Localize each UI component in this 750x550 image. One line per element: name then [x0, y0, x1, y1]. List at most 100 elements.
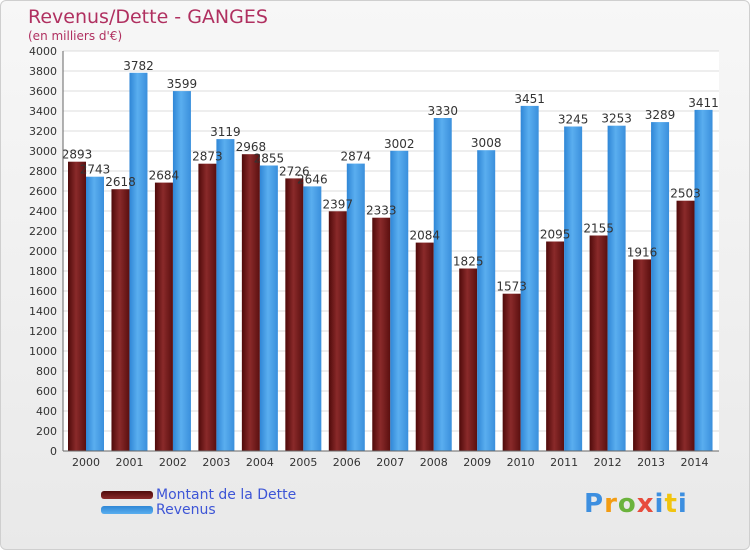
revenue-value-label: 3411 [688, 96, 719, 110]
x-tick-label: 2011 [550, 456, 578, 469]
revenue-bar [346, 163, 365, 451]
legend-swatch-debt [101, 490, 153, 499]
x-tick-label: 2008 [420, 456, 448, 469]
debt-bar [502, 293, 521, 451]
revenue-value-label: 3289 [645, 108, 676, 122]
debt-value-label: 1825 [453, 255, 484, 269]
debt-bar [241, 154, 260, 451]
debt-value-label: 2333 [366, 204, 397, 218]
revenue-bar [172, 91, 191, 451]
x-tick-label: 2012 [594, 456, 622, 469]
debt-value-label: 2684 [149, 169, 180, 183]
revenue-value-label: 2855 [254, 152, 285, 166]
y-tick-label: 3600 [29, 85, 57, 98]
debt-value-label: 2873 [192, 150, 223, 164]
x-tick-label: 2001 [115, 456, 143, 469]
revenue-bar [390, 150, 409, 452]
y-tick-label: 2400 [29, 205, 57, 218]
chart-title: Revenus/Dette - GANGES [28, 6, 268, 28]
debt-bar [154, 182, 173, 451]
legend-item-debt: Montant de la Dette [101, 486, 297, 503]
x-tick-label: 2002 [159, 456, 187, 469]
debt-value-label: 2893 [62, 148, 93, 162]
y-tick-label: 3200 [29, 125, 57, 138]
x-tick-label: 2009 [463, 456, 491, 469]
y-tick-label: 800 [36, 365, 57, 378]
x-tick-label: 2010 [507, 456, 535, 469]
debt-bar [633, 259, 652, 451]
legend-label-debt: Montant de la Dette [156, 486, 297, 503]
revenue-bar [216, 139, 235, 451]
revenue-bar [303, 186, 322, 451]
x-tick-label: 2013 [637, 456, 665, 469]
debt-value-label: 2095 [540, 228, 571, 242]
revenue-value-label: 3253 [601, 112, 632, 126]
y-tick-label: 3400 [29, 105, 57, 118]
x-tick-label: 2007 [376, 456, 404, 469]
revenue-value-label: 3330 [427, 104, 458, 118]
revenue-bar [129, 72, 148, 452]
y-tick-label: 4000 [29, 45, 57, 58]
y-tick-label: 1400 [29, 305, 57, 318]
legend-item-revenue: Revenus [101, 501, 296, 518]
debt-value-label: 1573 [496, 280, 527, 294]
debt-bar [285, 178, 304, 451]
debt-value-label: 1916 [627, 245, 658, 259]
x-tick-label: 2014 [681, 456, 709, 469]
revenue-value-label: 3119 [210, 125, 241, 139]
debt-value-label: 2968 [236, 140, 267, 154]
y-tick-label: 3800 [29, 65, 57, 78]
x-tick-label: 2003 [202, 456, 230, 469]
y-tick-label: 1600 [29, 285, 57, 298]
y-tick-label: 1800 [29, 265, 57, 278]
revenue-value-label: 2743 [80, 163, 111, 177]
y-tick-label: 3000 [29, 145, 57, 158]
debt-value-label: 2726 [279, 164, 310, 178]
chart-subtitle: (en milliers d'€) [28, 29, 123, 43]
debt-value-label: 2503 [670, 187, 701, 201]
debt-value-label: 2084 [409, 229, 440, 243]
y-tick-label: 0 [50, 445, 57, 458]
revenue-value-label: 2874 [341, 150, 372, 164]
y-tick-label: 2800 [29, 165, 57, 178]
revenue-value-label: 3008 [471, 136, 502, 150]
x-tick-label: 2004 [246, 456, 274, 469]
debt-bar [415, 242, 434, 451]
y-tick-label: 200 [36, 425, 57, 438]
proxiti-logo: Proxiti [584, 489, 688, 519]
revenue-bar [86, 176, 104, 451]
revenue-bar [564, 126, 583, 451]
legend-label-revenue: Revenus [156, 501, 216, 518]
debt-bar [328, 211, 347, 451]
revenue-bar [694, 109, 713, 452]
debt-value-label: 2155 [583, 222, 614, 236]
debt-bar [372, 217, 391, 451]
y-tick-label: 600 [36, 385, 57, 398]
chart-legend: Montant de la Dette Revenus [101, 486, 297, 518]
revenue-bar [433, 118, 452, 451]
revenue-value-label: 3782 [123, 59, 154, 73]
revenue-value-label: 2646 [297, 172, 328, 186]
y-tick-label: 1200 [29, 325, 57, 338]
debt-bar [589, 235, 608, 451]
revenue-value-label: 3002 [384, 137, 415, 151]
y-tick-label: 1000 [29, 345, 57, 358]
debt-bar [198, 163, 217, 451]
revenue-value-label: 3599 [167, 77, 198, 91]
debt-bar [676, 200, 695, 451]
y-tick-label: 2000 [29, 245, 57, 258]
revenue-bar [607, 125, 626, 451]
debt-bar [459, 268, 478, 451]
debt-value-label: 2397 [323, 197, 354, 211]
x-tick-label: 2006 [333, 456, 361, 469]
revenue-bar [477, 150, 496, 451]
x-tick-label: 2000 [72, 456, 100, 469]
revenue-bar [259, 165, 278, 451]
y-tick-label: 2200 [29, 225, 57, 238]
revenue-bar [520, 105, 539, 452]
debt-value-label: 2618 [105, 175, 136, 189]
y-tick-label: 2600 [29, 185, 57, 198]
y-tick-label: 400 [36, 405, 57, 418]
